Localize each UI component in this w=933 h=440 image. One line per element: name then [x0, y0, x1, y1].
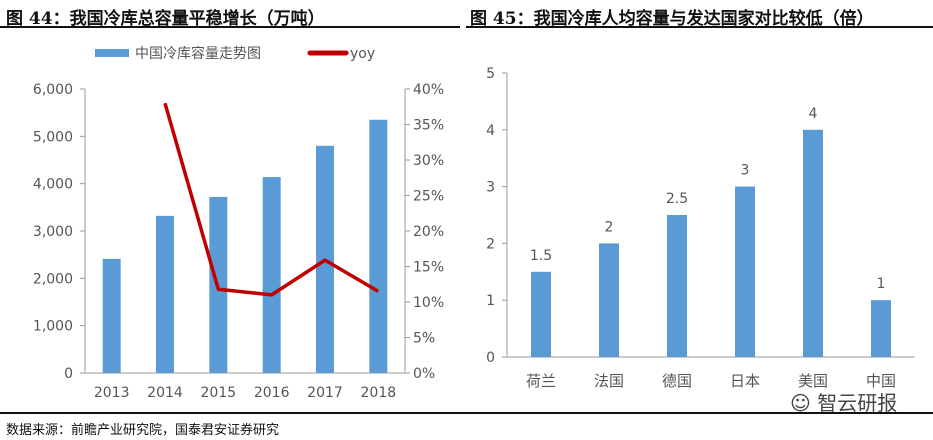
- title-divider: [466, 26, 933, 28]
- y-tick-label: 1: [486, 293, 495, 309]
- y-tick-label: 4: [486, 123, 495, 139]
- bar-德国: [667, 215, 687, 357]
- y2-tick-label: 0%: [413, 366, 435, 382]
- data-label: 1.5: [530, 248, 552, 264]
- watermark: ☺ 智云研报: [790, 391, 898, 415]
- y-tick-label: 4,000: [33, 177, 73, 193]
- y2-tick-label: 35%: [413, 118, 444, 134]
- y-tick-label: 0: [64, 366, 73, 382]
- y-tick-label: 2,000: [33, 271, 73, 287]
- legend-label-line: yoy: [350, 46, 375, 62]
- yoy-line: [163, 102, 380, 297]
- y-tick-label: 1,000: [33, 319, 73, 335]
- y2-tick-label: 20%: [413, 224, 444, 240]
- y-tick-label: 2: [486, 236, 495, 252]
- right-chart-title: 图 45：我国冷库人均容量与发达国家对比较低（倍）: [470, 9, 874, 29]
- bar-2016: [262, 177, 281, 373]
- x-tick-label: 2016: [254, 385, 290, 401]
- x-tick-label: 日本: [730, 372, 760, 390]
- y2-tick-label: 5%: [413, 331, 435, 347]
- x-tick-label: 2015: [201, 385, 237, 401]
- y2-tick-label: 30%: [413, 153, 444, 169]
- bar-日本: [735, 186, 755, 357]
- data-label: 2: [605, 219, 614, 235]
- bar-荷兰: [531, 271, 551, 357]
- x-tick-label: 2014: [147, 385, 183, 401]
- bar-美国: [803, 129, 823, 357]
- x-tick-label: 2013: [94, 385, 130, 401]
- legend-swatch-bar: [95, 49, 129, 57]
- data-label: 2.5: [666, 191, 688, 207]
- data-label: 4: [809, 106, 818, 122]
- y2-tick-label: 15%: [413, 260, 444, 276]
- y2-tick-label: 25%: [413, 189, 444, 205]
- footer-divider: [0, 412, 933, 414]
- bar-2014: [156, 215, 174, 373]
- bar-2018: [369, 119, 388, 374]
- y-tick-label: 0: [486, 350, 495, 366]
- bar-中国: [871, 300, 891, 357]
- y-tick-label: 3,000: [33, 224, 73, 240]
- y-tick-label: 6,000: [33, 82, 73, 98]
- data-label: 3: [741, 163, 750, 179]
- x-tick-label: 中国: [866, 372, 896, 390]
- y-tick-label: 5: [486, 66, 495, 82]
- y2-tick-label: 40%: [413, 82, 444, 98]
- x-tick-label: 德国: [662, 372, 692, 390]
- x-tick-label: 2018: [361, 385, 397, 401]
- bar-2013: [102, 258, 121, 373]
- y2-tick-label: 10%: [413, 295, 444, 311]
- y-tick-label: 5,000: [33, 129, 73, 145]
- legend-label-bar: 中国冷库容量走势图: [135, 45, 261, 62]
- left-chart-title: 图 44：我国冷库总容量平稳增长（万吨）: [6, 9, 325, 29]
- source-note: 数据来源：前瞻产业研究院，国泰君安证券研究: [6, 423, 280, 438]
- y-tick-label: 3: [486, 180, 495, 196]
- x-tick-label: 美国: [798, 372, 828, 390]
- title-divider: [0, 26, 460, 28]
- x-tick-label: 荷兰: [526, 372, 556, 390]
- x-tick-label: 法国: [594, 372, 624, 390]
- x-tick-label: 2017: [307, 385, 343, 401]
- data-label: 1: [877, 276, 886, 292]
- bar-法国: [599, 243, 619, 357]
